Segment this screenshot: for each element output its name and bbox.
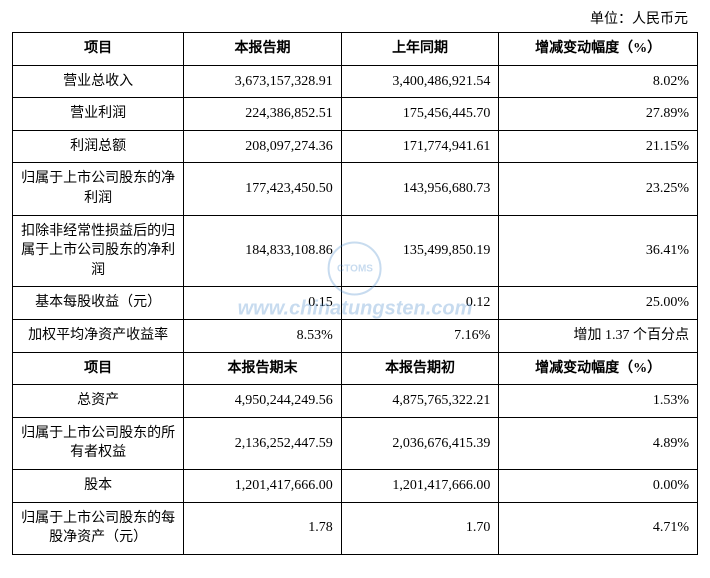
- report-container: 单位：人民币元 项目 本报告期 上年同期 增减变动幅度（%） 营业总收入 3,6…: [12, 8, 698, 555]
- row-prior: 2,036,676,415.39: [341, 417, 499, 469]
- row-prior: 3,400,486,921.54: [341, 65, 499, 98]
- col-header: 项目: [13, 352, 184, 385]
- table-row: 归属于上市公司股东的所有者权益 2,136,252,447.59 2,036,6…: [13, 417, 698, 469]
- table-row: 营业总收入 3,673,157,328.91 3,400,486,921.54 …: [13, 65, 698, 98]
- row-change: 0.00%: [499, 469, 698, 502]
- row-label: 营业利润: [13, 98, 184, 131]
- row-change: 27.89%: [499, 98, 698, 131]
- row-change: 23.25%: [499, 163, 698, 215]
- row-prior: 143,956,680.73: [341, 163, 499, 215]
- unit-label: 单位：人民币元: [12, 8, 698, 28]
- row-label: 股本: [13, 469, 184, 502]
- financial-table: 项目 本报告期 上年同期 增减变动幅度（%） 营业总收入 3,673,157,3…: [12, 32, 698, 555]
- col-header: 项目: [13, 33, 184, 66]
- row-current: 224,386,852.51: [184, 98, 342, 131]
- row-prior: 135,499,850.19: [341, 215, 499, 287]
- row-label: 营业总收入: [13, 65, 184, 98]
- row-current: 1,201,417,666.00: [184, 469, 342, 502]
- row-current: 4,950,244,249.56: [184, 385, 342, 418]
- row-change: 21.15%: [499, 130, 698, 163]
- row-current: 1.78: [184, 502, 342, 554]
- row-prior: 175,456,445.70: [341, 98, 499, 131]
- header-row-2: 项目 本报告期末 本报告期初 增减变动幅度（%）: [13, 352, 698, 385]
- row-label: 归属于上市公司股东的所有者权益: [13, 417, 184, 469]
- header-row-1: 项目 本报告期 上年同期 增减变动幅度（%）: [13, 33, 698, 66]
- col-header: 本报告期: [184, 33, 342, 66]
- table-row: 基本每股收益（元） 0.15 0.12 25.00%: [13, 287, 698, 320]
- row-label: 总资产: [13, 385, 184, 418]
- row-prior: 4,875,765,322.21: [341, 385, 499, 418]
- row-current: 2,136,252,447.59: [184, 417, 342, 469]
- row-label: 加权平均净资产收益率: [13, 319, 184, 352]
- row-prior: 0.12: [341, 287, 499, 320]
- row-current: 208,097,274.36: [184, 130, 342, 163]
- table-row: 总资产 4,950,244,249.56 4,875,765,322.21 1.…: [13, 385, 698, 418]
- row-prior: 7.16%: [341, 319, 499, 352]
- row-label: 扣除非经常性损益后的归属于上市公司股东的净利润: [13, 215, 184, 287]
- table-row: 归属于上市公司股东的每股净资产（元） 1.78 1.70 4.71%: [13, 502, 698, 554]
- col-header: 增减变动幅度（%）: [499, 352, 698, 385]
- row-change: 8.02%: [499, 65, 698, 98]
- row-current: 0.15: [184, 287, 342, 320]
- row-label: 利润总额: [13, 130, 184, 163]
- row-label: 基本每股收益（元）: [13, 287, 184, 320]
- col-header: 增减变动幅度（%）: [499, 33, 698, 66]
- table-row: 扣除非经常性损益后的归属于上市公司股东的净利润 184,833,108.86 1…: [13, 215, 698, 287]
- row-change: 1.53%: [499, 385, 698, 418]
- row-label: 归属于上市公司股东的净利润: [13, 163, 184, 215]
- col-header: 本报告期初: [341, 352, 499, 385]
- row-prior: 1,201,417,666.00: [341, 469, 499, 502]
- row-current: 3,673,157,328.91: [184, 65, 342, 98]
- table-row: 利润总额 208,097,274.36 171,774,941.61 21.15…: [13, 130, 698, 163]
- table-row: 营业利润 224,386,852.51 175,456,445.70 27.89…: [13, 98, 698, 131]
- table-row: 股本 1,201,417,666.00 1,201,417,666.00 0.0…: [13, 469, 698, 502]
- col-header: 本报告期末: [184, 352, 342, 385]
- row-current: 184,833,108.86: [184, 215, 342, 287]
- row-change: 4.71%: [499, 502, 698, 554]
- row-label: 归属于上市公司股东的每股净资产（元）: [13, 502, 184, 554]
- row-change: 25.00%: [499, 287, 698, 320]
- table-row: 加权平均净资产收益率 8.53% 7.16% 增加 1.37 个百分点: [13, 319, 698, 352]
- row-current: 8.53%: [184, 319, 342, 352]
- table-row: 归属于上市公司股东的净利润 177,423,450.50 143,956,680…: [13, 163, 698, 215]
- row-change: 4.89%: [499, 417, 698, 469]
- row-current: 177,423,450.50: [184, 163, 342, 215]
- row-prior: 1.70: [341, 502, 499, 554]
- row-change: 增加 1.37 个百分点: [499, 319, 698, 352]
- col-header: 上年同期: [341, 33, 499, 66]
- row-prior: 171,774,941.61: [341, 130, 499, 163]
- row-change: 36.41%: [499, 215, 698, 287]
